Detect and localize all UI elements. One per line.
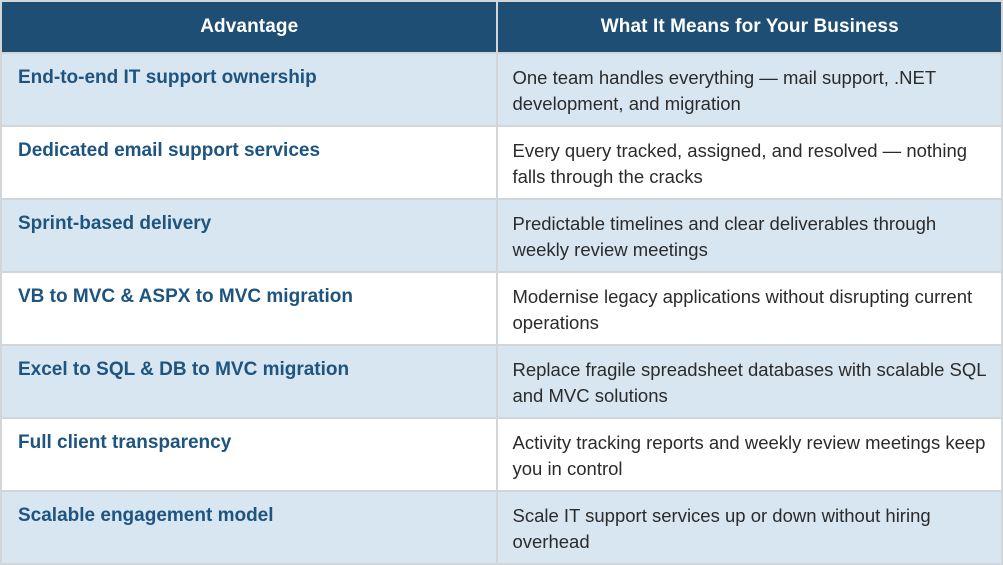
meaning-cell: Modernise legacy applications without di… bbox=[496, 271, 1003, 346]
table-row: Scalable engagement model Scale IT suppo… bbox=[0, 490, 1003, 565]
table-row: Dedicated email support services Every q… bbox=[0, 125, 1003, 200]
table-row: End-to-end IT support ownership One team… bbox=[0, 52, 1003, 127]
meaning-cell: One team handles everything — mail suppo… bbox=[496, 52, 1003, 127]
meaning-cell: Activity tracking reports and weekly rev… bbox=[496, 417, 1003, 492]
meaning-cell: Replace fragile spreadsheet databases wi… bbox=[496, 344, 1003, 419]
advantage-cell: End-to-end IT support ownership bbox=[0, 52, 499, 127]
column-header-advantage: Advantage bbox=[0, 0, 499, 54]
advantage-cell: Sprint-based delivery bbox=[0, 198, 499, 273]
table-row: Full client transparency Activity tracki… bbox=[0, 417, 1003, 492]
meaning-cell: Predictable timelines and clear delivera… bbox=[496, 198, 1003, 273]
meaning-cell: Scale IT support services up or down wit… bbox=[496, 490, 1003, 565]
advantage-cell: Full client transparency bbox=[0, 417, 499, 492]
table-header: Advantage What It Means for Your Busines… bbox=[0, 0, 1003, 54]
table-row: Excel to SQL & DB to MVC migration Repla… bbox=[0, 344, 1003, 419]
table-row: VB to MVC & ASPX to MVC migration Modern… bbox=[0, 271, 1003, 346]
meaning-cell: Every query tracked, assigned, and resol… bbox=[496, 125, 1003, 200]
advantage-cell: Dedicated email support services bbox=[0, 125, 499, 200]
advantage-cell: Excel to SQL & DB to MVC migration bbox=[0, 344, 499, 419]
column-header-what-it-means: What It Means for Your Business bbox=[496, 0, 1003, 54]
header-row: Advantage What It Means for Your Busines… bbox=[0, 0, 1003, 54]
table-row: Sprint-based delivery Predictable timeli… bbox=[0, 198, 1003, 273]
advantage-cell: VB to MVC & ASPX to MVC migration bbox=[0, 271, 499, 346]
table-body: End-to-end IT support ownership One team… bbox=[0, 52, 1003, 565]
advantage-cell: Scalable engagement model bbox=[0, 490, 499, 565]
